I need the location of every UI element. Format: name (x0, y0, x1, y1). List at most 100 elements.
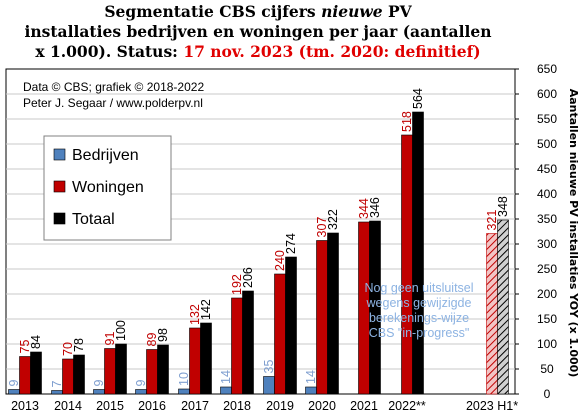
data-label: 564 (411, 88, 425, 109)
data-label: 100 (114, 320, 128, 341)
y-axis-label: Aantallen nieuwe PV installaties YOY (x … (567, 89, 580, 378)
svg-text:x 1.000). Status: 17 nov. 2023: x 1.000). Status: 17 nov. 2023 (tm. 2020… (35, 42, 480, 61)
legend-swatch (53, 212, 66, 225)
data-label: 89 (145, 333, 159, 347)
x-tick-label: 2017 (181, 399, 209, 413)
bar-totaal (412, 111, 424, 395)
legend-label: Woningen (72, 179, 144, 196)
bar-bedrijven (135, 389, 147, 395)
x-tick-label: 2013 (11, 399, 39, 413)
legend-swatch (53, 180, 66, 193)
data-label: 344 (357, 198, 371, 219)
data-label: 518 (400, 111, 414, 132)
y-tick-label: 200 (537, 287, 557, 301)
legend-swatch (53, 148, 66, 161)
y-tick-label: 300 (537, 237, 557, 251)
bar-woningen (316, 240, 328, 395)
data-label: 206 (241, 267, 255, 288)
data-label: 78 (72, 338, 86, 352)
bar-woningen (189, 327, 201, 395)
bar-bedrijven (93, 389, 105, 395)
bar-bedrijven (8, 389, 20, 395)
y-tick-label: 250 (537, 262, 557, 276)
data-label: 84 (29, 335, 43, 349)
x-tick-label: 2014 (54, 399, 82, 413)
x-tick-label: 2019 (266, 399, 294, 413)
bar-totaal (73, 354, 85, 395)
bar-woningen (104, 348, 116, 395)
y-tick-label: 0 (544, 387, 551, 401)
annotation-line: CBS "in-progress" (369, 326, 470, 340)
data-label: 321 (485, 210, 499, 231)
bar-woningen (401, 134, 413, 395)
bar-woningen (231, 297, 243, 395)
chart-title: Segmentatie CBS cijfers nieuwe PVinstall… (25, 2, 492, 61)
svg-text:installaties bedrijven en wo: installaties bedrijven en woningen per j… (25, 22, 492, 41)
bar-bedrijven (263, 376, 275, 395)
credit-line: Data © CBS; grafiek © 2018-2022 (23, 80, 204, 94)
bar-bedrijven (178, 388, 190, 395)
data-label: 240 (273, 250, 287, 271)
y-tick-label: 650 (537, 62, 557, 76)
bar-woningen (274, 273, 286, 395)
data-label: 9 (7, 380, 21, 387)
annotation-line: wegens gewijzigde (366, 296, 472, 310)
y-tick-label: 550 (537, 112, 557, 126)
svg-text:Segmentatie CBS cijfers nieuwe: Segmentatie CBS cijfers nieuwe PV (104, 2, 412, 21)
annotation-line: berekenings-wijze (369, 311, 469, 325)
bar-bedrijven (220, 386, 232, 395)
data-label: 70 (61, 342, 75, 356)
x-tick-label: 2016 (138, 399, 166, 413)
bar-totaal (242, 290, 254, 395)
data-label: 91 (103, 332, 117, 346)
x-tick-label: 2018 (223, 399, 251, 413)
x-tick-label: 2021 (350, 399, 378, 413)
bar-woningen (19, 356, 31, 395)
data-label: 348 (496, 196, 510, 217)
bar-totaal (115, 343, 127, 395)
data-label: 132 (188, 304, 202, 325)
data-label: 142 (199, 299, 213, 320)
y-tick-label: 450 (537, 162, 557, 176)
data-label: 192 (230, 274, 244, 295)
annotation-line: Nog geen uitsluitsel (364, 281, 473, 295)
y-tick-label: 500 (537, 137, 557, 151)
x-tick-label: 2022** (388, 399, 426, 413)
data-label: 98 (156, 328, 170, 342)
bar-woningen (486, 233, 498, 395)
data-label: 14 (304, 370, 318, 384)
bar-totaal (497, 219, 509, 395)
bar-totaal (285, 256, 297, 395)
bar-totaal (30, 351, 42, 395)
data-label: 7 (50, 381, 64, 388)
x-tick-label: 2015 (96, 399, 124, 413)
y-tick-label: 50 (540, 362, 554, 376)
data-label: 274 (284, 233, 298, 254)
bar-woningen (146, 349, 158, 395)
y-tick-label: 100 (537, 337, 557, 351)
y-tick-label: 150 (537, 312, 557, 326)
data-label: 10 (177, 372, 191, 386)
data-label: 14 (219, 370, 233, 384)
legend: Bedrijven Woningen Totaal (43, 135, 172, 241)
bar-totaal (157, 344, 169, 395)
bar-totaal (200, 322, 212, 395)
credit-text: Data © CBS; grafiek © 2018-2022 Peter J. … (23, 80, 204, 110)
data-label: 9 (92, 380, 106, 387)
bar-totaal (369, 220, 381, 395)
y-tick-label: 400 (537, 187, 557, 201)
bar-woningen (62, 358, 74, 395)
data-label: 322 (326, 209, 340, 230)
data-label: 346 (368, 197, 382, 218)
y-tick-label: 600 (537, 87, 557, 101)
y-tick-label: 350 (537, 212, 557, 226)
data-label: 307 (315, 217, 329, 238)
bar-totaal (327, 232, 339, 395)
legend-label: Bedrijven (72, 147, 139, 164)
bar-bedrijven (51, 390, 63, 395)
legend-label: Totaal (72, 211, 115, 228)
data-label: 9 (134, 380, 148, 387)
x-tick-label: 2020 (308, 399, 336, 413)
